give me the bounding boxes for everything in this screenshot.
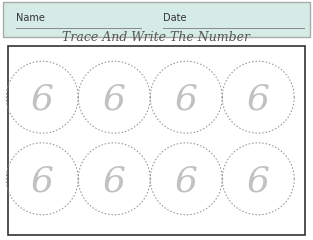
Text: 6: 6 xyxy=(175,83,198,117)
Text: 6: 6 xyxy=(175,164,198,198)
Text: 6: 6 xyxy=(31,83,54,117)
Bar xyxy=(3,2,310,37)
Text: Date: Date xyxy=(163,13,186,23)
Text: 6: 6 xyxy=(103,164,126,198)
Text: Trace And Write The Number: Trace And Write The Number xyxy=(63,31,250,44)
Text: 6: 6 xyxy=(103,83,126,117)
Text: 6: 6 xyxy=(247,83,270,117)
Text: 6: 6 xyxy=(31,164,54,198)
Text: Name: Name xyxy=(16,13,44,23)
Bar xyxy=(8,46,305,235)
Text: 6: 6 xyxy=(247,164,270,198)
